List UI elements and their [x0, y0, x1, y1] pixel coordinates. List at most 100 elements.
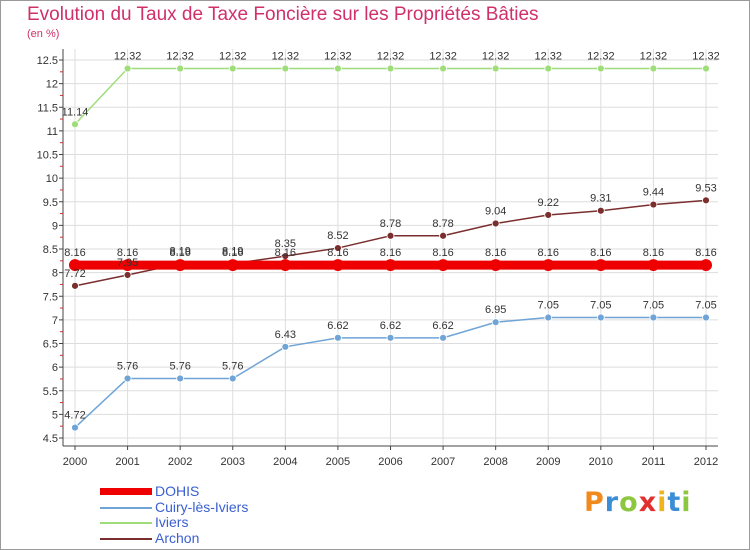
- y-tick-label: 11: [47, 126, 58, 138]
- data-label-2: 12.32: [692, 51, 720, 63]
- y-tick-label: 10.5: [37, 150, 58, 162]
- x-tick-label: 2002: [168, 456, 192, 468]
- data-label-0: 8.16: [117, 247, 138, 259]
- y-tick-label: 8: [52, 268, 58, 280]
- data-label-3: 8.52: [327, 230, 348, 242]
- data-label-0: 8.16: [643, 247, 664, 259]
- data-label-2: 12.32: [166, 51, 194, 63]
- legend-label-archon: Archon: [155, 529, 200, 546]
- series-point-0: [279, 259, 292, 272]
- series-point-0: [489, 259, 502, 272]
- series-point-3: [439, 231, 447, 240]
- x-tick-label: 2009: [536, 456, 560, 468]
- series-point-0: [121, 259, 134, 272]
- series-point-0: [647, 259, 660, 272]
- data-label-0: 8.16: [485, 247, 506, 259]
- data-label-1: 6.62: [380, 320, 401, 332]
- y-tick-label: 4.5: [43, 433, 58, 445]
- axes: 4.5 5 5.5 6 6.5 7 7.5 8 8.5 9 9.5 10 10.5 11 11.5 12 12.…: [37, 49, 718, 468]
- series-point-2: [123, 64, 132, 73]
- series-point-3: [544, 211, 553, 219]
- data-label-3: 9.31: [590, 193, 611, 205]
- y-tick-label: 5.5: [43, 386, 58, 398]
- series-point-1: [228, 374, 237, 383]
- series-point-0: [594, 259, 607, 272]
- data-label-2: 12.32: [272, 51, 300, 63]
- data-label-1: 7.05: [590, 300, 611, 312]
- x-tick-label: 2000: [63, 456, 87, 468]
- x-tick-label: 2006: [378, 456, 402, 468]
- series-point-0: [384, 259, 397, 272]
- series-point-3: [123, 271, 132, 279]
- data-label-3: 8.78: [432, 218, 453, 230]
- series-point-2: [491, 64, 500, 73]
- data-label-0: 8.16: [380, 247, 401, 259]
- series-point-3: [702, 196, 710, 205]
- series-point-1: [386, 333, 395, 342]
- x-tick-label: 2011: [642, 456, 666, 468]
- y-tick-label: 7: [52, 315, 58, 327]
- data-label-3: 8.19: [169, 246, 190, 258]
- y-tick-label: 7.5: [43, 291, 58, 303]
- data-label-0: 8.16: [432, 247, 453, 259]
- data-label-0: 8.16: [64, 247, 85, 259]
- legend-swatch-cuiry: [100, 506, 152, 509]
- data-label-1: 5.76: [117, 360, 138, 372]
- series-point-1: [649, 313, 658, 322]
- data-label-2: 12.32: [429, 51, 457, 63]
- data-label-0: 8.16: [590, 247, 611, 259]
- data-label-1: 4.72: [64, 410, 85, 422]
- x-tick-label: 2010: [589, 456, 613, 468]
- series-point-1: [491, 318, 500, 327]
- legend-swatch-dohis: [100, 488, 152, 495]
- data-label-2: 12.32: [587, 51, 615, 63]
- data-label-1: 6.95: [485, 304, 506, 316]
- data-label-1: 6.62: [432, 320, 453, 332]
- data-label-1: 7.05: [643, 300, 664, 312]
- proxiti-logo: Proxiti: [584, 487, 692, 518]
- data-label-3: 9.04: [485, 205, 506, 217]
- series-point-0: [437, 259, 450, 272]
- y-tick-label: 6: [52, 362, 58, 374]
- series-point-2: [649, 64, 658, 73]
- series-point-0: [331, 259, 344, 272]
- y-tick-label: 10: [46, 173, 58, 185]
- series-point-1: [596, 313, 605, 322]
- series-point-3: [71, 281, 79, 290]
- series-point-1: [123, 374, 132, 383]
- legend-swatch-iviers: [100, 522, 152, 524]
- y-tick-label: 12.5: [37, 55, 58, 67]
- series-point-2: [176, 64, 185, 73]
- legend-label-cuiry: Cuiry-lès-Iviers: [155, 498, 249, 515]
- logo-letter: i: [657, 487, 668, 518]
- y-tick-label: 6.5: [43, 339, 58, 351]
- logo-letter: o: [619, 487, 639, 518]
- data-label-3: 7.72: [64, 268, 85, 280]
- series-point-2: [439, 64, 447, 73]
- x-tick-label: 2004: [273, 456, 297, 468]
- data-label-1: 6.62: [327, 320, 348, 332]
- data-label-3: 8.78: [380, 218, 401, 230]
- series-point-2: [386, 64, 395, 73]
- data-label-2: 11.14: [62, 106, 89, 118]
- x-tick-label: 2007: [431, 456, 455, 468]
- series-point-3: [386, 231, 395, 240]
- series-point-0: [174, 259, 187, 272]
- data-label-3: 7.95: [117, 257, 138, 269]
- y-tick-label: 12: [46, 79, 58, 91]
- series-point-0: [226, 259, 239, 272]
- logo-letter: r: [604, 487, 620, 518]
- chart-title: Evolution du Taux de Taxe Foncière sur l…: [27, 4, 539, 25]
- data-label-0: 8.16: [275, 247, 296, 259]
- series-point-1: [281, 342, 290, 351]
- data-label-2: 12.32: [114, 51, 142, 63]
- data-label-3: 9.53: [695, 182, 716, 194]
- legend-label-dohis: DOHIS: [155, 483, 200, 499]
- data-labels: 11.14 12.32 12.32 12.32 12.32 12.32 12.32 12.32…: [62, 51, 720, 422]
- data-label-3: 8.19: [222, 246, 243, 258]
- data-label-1: 7.05: [538, 300, 559, 312]
- logo-letter: i: [681, 487, 692, 518]
- data-label-2: 12.32: [482, 51, 510, 63]
- data-label-3: 9.44: [643, 187, 664, 199]
